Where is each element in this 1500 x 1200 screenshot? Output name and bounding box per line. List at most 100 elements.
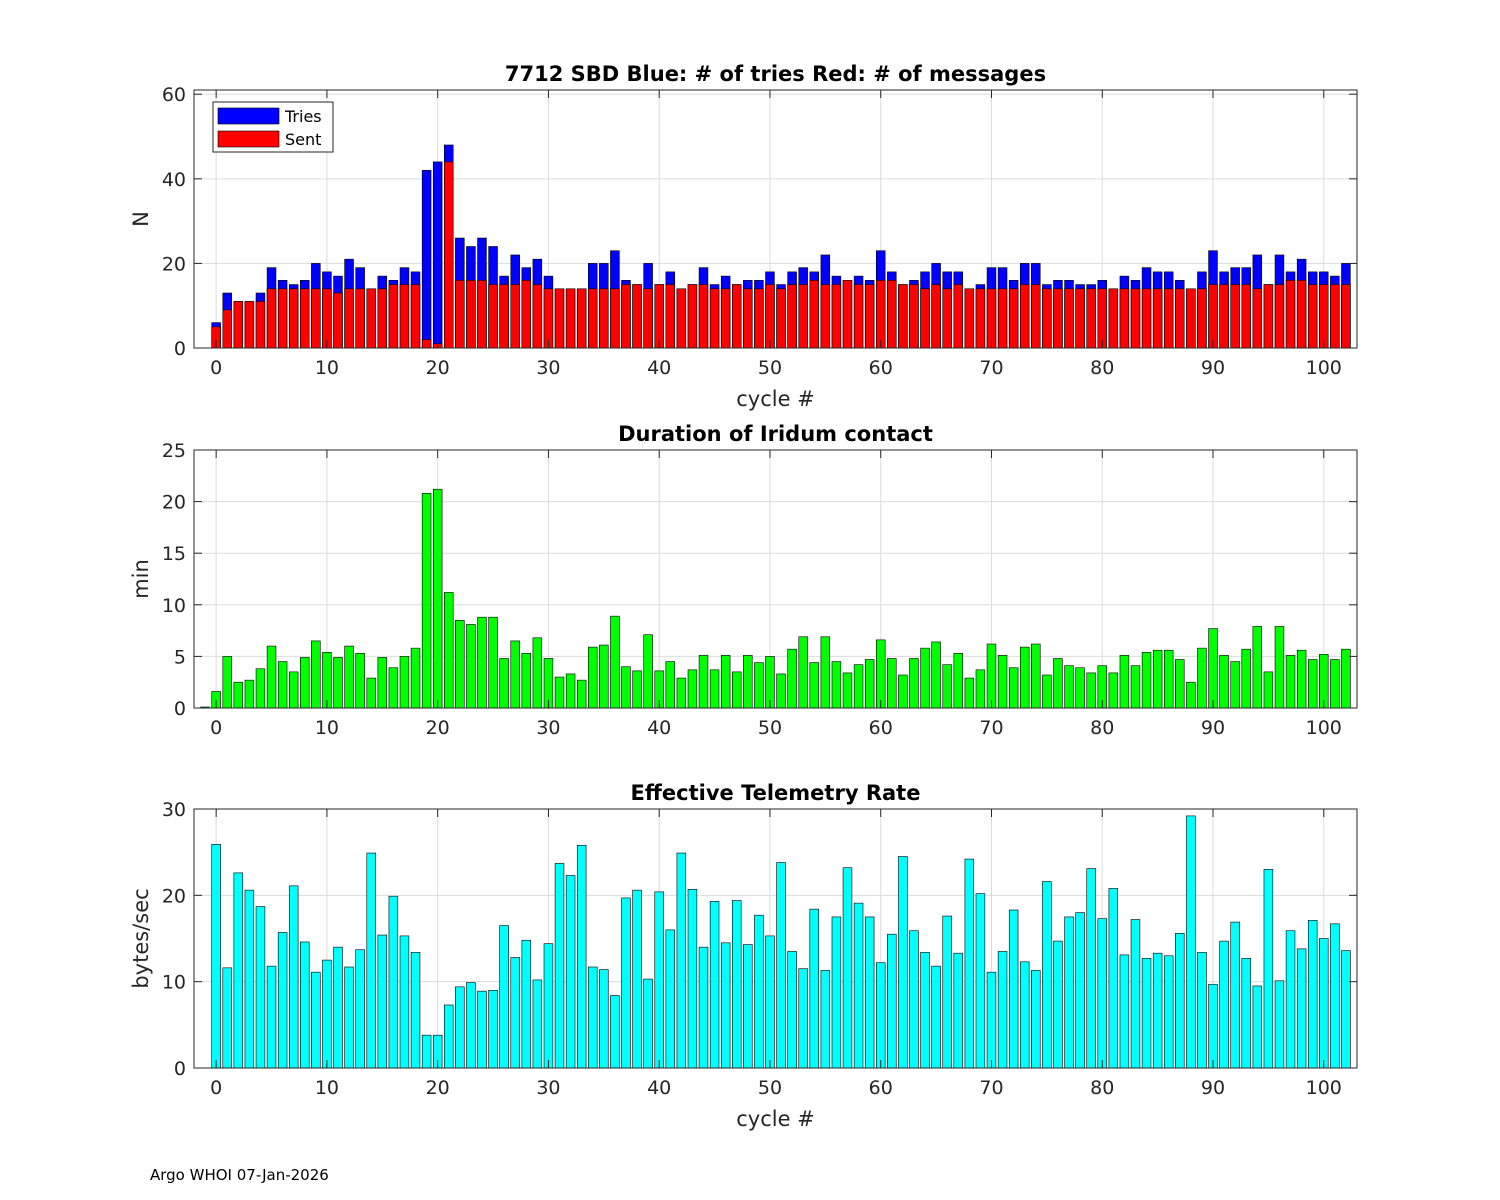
bar-rate: [510, 957, 520, 1069]
bar-duration: [322, 651, 332, 709]
bar-duration: [554, 676, 565, 709]
bar-duration: [388, 667, 399, 709]
bar-duration: [964, 677, 975, 709]
bar-rate: [455, 986, 465, 1069]
bar-duration: [233, 681, 244, 709]
bar-rate: [1141, 958, 1152, 1069]
bar-rate: [831, 916, 842, 1069]
x-tick-label: 0: [210, 1077, 222, 1099]
x-tick-label: 90: [1201, 357, 1225, 379]
bar-sent: [687, 284, 698, 349]
y-tick-label: 25: [162, 440, 186, 462]
bar-sent: [1097, 288, 1107, 349]
bar-rate: [366, 852, 376, 1069]
bar-sent: [488, 284, 498, 349]
y-tick-label: 10: [162, 972, 186, 994]
bar-sent: [920, 288, 930, 349]
y-tick-label: 20: [162, 885, 186, 907]
bar-sent: [1307, 284, 1318, 349]
bar-duration: [687, 669, 698, 709]
bar-rate: [1330, 923, 1340, 1069]
y-axis-label: bytes/sec: [129, 888, 153, 988]
x-axis-label: cycle #: [736, 1107, 815, 1131]
bar-rate: [898, 856, 908, 1069]
bar-duration: [1230, 661, 1240, 709]
bar-sent: [322, 288, 332, 349]
bar-duration: [300, 657, 310, 709]
bar-sent: [588, 288, 598, 349]
bar-sent: [1274, 284, 1285, 349]
bar-duration: [676, 677, 687, 709]
bar-duration: [1141, 651, 1152, 709]
bar-sent: [466, 280, 476, 349]
x-tick-label: 10: [315, 717, 339, 739]
bar-sent: [455, 280, 465, 349]
bar-sent: [565, 288, 576, 349]
bar-sent: [621, 284, 631, 349]
bar-sent: [1108, 288, 1119, 349]
bar-rate: [953, 952, 963, 1069]
bar-sent: [510, 284, 520, 349]
bar-sent: [676, 288, 687, 349]
bar-rate: [698, 946, 709, 1069]
bar-sent: [986, 288, 997, 349]
bar-sent: [1130, 288, 1141, 349]
bar-duration: [432, 488, 443, 709]
bar-sent: [909, 284, 919, 349]
bar-duration: [1075, 667, 1085, 709]
bar-rate: [1130, 919, 1141, 1069]
x-tick-label: 50: [758, 357, 782, 379]
bar-duration: [743, 655, 753, 709]
bar-rate: [300, 941, 310, 1069]
bar-rate: [1108, 888, 1119, 1069]
bar-sent: [1341, 284, 1351, 349]
bar-rate: [1274, 980, 1285, 1069]
bar-rate: [1064, 916, 1074, 1069]
bar-rate: [853, 902, 864, 1069]
x-tick-label: 30: [536, 1077, 560, 1099]
bar-sent: [1319, 284, 1329, 349]
bar-sent: [1086, 288, 1096, 349]
bar-sent: [1031, 284, 1041, 349]
bar-sent: [698, 284, 709, 349]
bar-duration: [333, 657, 343, 709]
bar-sent: [731, 284, 742, 349]
x-tick-label: 30: [536, 357, 560, 379]
bar-sent: [1042, 288, 1052, 349]
bar-sent: [1075, 288, 1085, 349]
bar-duration: [1197, 647, 1207, 709]
bar-duration: [1031, 643, 1041, 709]
bar-rate: [654, 891, 664, 1069]
y-tick-label: 20: [162, 492, 186, 514]
x-tick-label: 90: [1201, 1077, 1225, 1099]
legend: Tries Sent: [212, 101, 334, 153]
bar-tries: [421, 170, 432, 349]
bar-rate: [975, 893, 986, 1069]
bar-rate: [776, 862, 786, 1069]
bar-duration: [953, 652, 963, 709]
bar-sent: [1186, 288, 1196, 349]
bar-rate: [1008, 909, 1019, 1069]
bar-rate: [554, 863, 565, 1069]
plot-area: [194, 450, 1357, 708]
bar-duration: [720, 655, 731, 709]
x-tick-label: 50: [758, 717, 782, 739]
bar-sent: [543, 288, 554, 349]
bar-rate: [466, 982, 476, 1069]
bar-duration: [1042, 674, 1052, 709]
bar-rate: [1252, 985, 1263, 1069]
bar-sent: [1197, 288, 1207, 349]
bar-duration: [488, 616, 498, 709]
bar-duration: [1241, 648, 1251, 709]
y-tick-label: 0: [174, 1058, 186, 1080]
bar-rate: [499, 925, 509, 1069]
bar-rate: [521, 939, 532, 1069]
bar-rate: [344, 966, 354, 1069]
bar-rate: [477, 990, 487, 1069]
bar-duration: [709, 669, 720, 709]
bar-sent: [1175, 288, 1185, 349]
bar-tries: [432, 161, 443, 349]
chart-panel-3: 0 10 20 30 40 50 60 70 80 90 100 0 10 20 30 Effective T…: [129, 781, 1358, 1131]
bar-rate: [255, 906, 266, 1069]
